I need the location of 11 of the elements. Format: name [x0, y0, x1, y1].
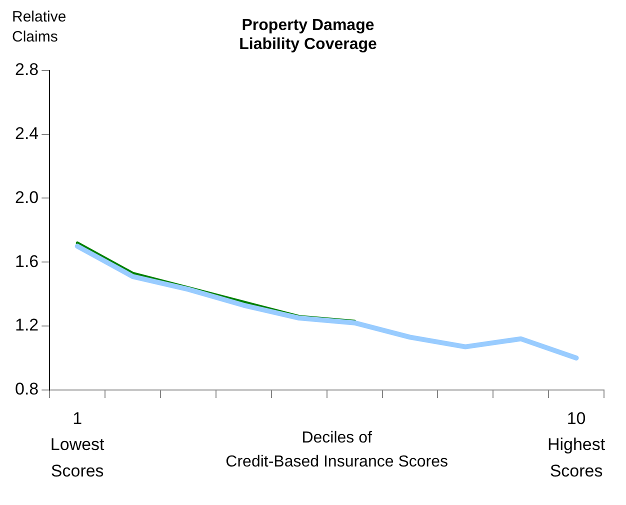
x-tick-label: 1 Lowest Scores	[50, 408, 105, 481]
y-tick-label: 2.8	[14, 60, 39, 80]
x-axis-title: Deciles of Credit-Based Insurance Scores	[226, 429, 448, 470]
chart-title: Property Damage Liability Coverage	[239, 17, 378, 54]
x-tick-label: 10 Highest Scores	[547, 408, 606, 481]
y-tick-label: 2.0	[14, 188, 39, 207]
y-tick-label: 0.8	[14, 380, 39, 399]
y-tick-label: 1.6	[14, 252, 39, 271]
y-tick-label: 1.2	[14, 316, 39, 335]
y-axis-title: Relative Claims	[12, 8, 66, 46]
y-tick-label: 2.4	[14, 124, 39, 143]
